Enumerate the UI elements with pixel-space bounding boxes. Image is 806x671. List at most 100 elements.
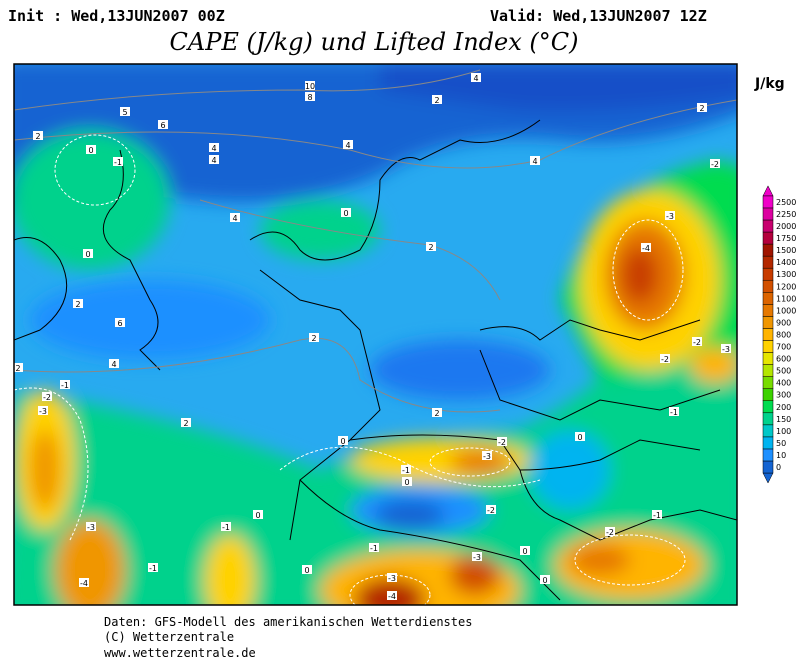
colorbar-label: 700 bbox=[776, 343, 791, 352]
contour-label: 2 bbox=[428, 243, 433, 252]
colorbar-box bbox=[762, 292, 774, 305]
contour-label-box bbox=[305, 92, 315, 101]
contour-label: 8 bbox=[307, 93, 312, 102]
contour-label-box bbox=[471, 73, 481, 82]
colorbar-box bbox=[762, 219, 774, 233]
contour-label-box bbox=[432, 95, 442, 104]
colorbar-label: 0 bbox=[776, 463, 781, 472]
contour-label-box bbox=[343, 140, 353, 149]
colorbar-unit: J/kg bbox=[754, 76, 785, 92]
contour-label-box bbox=[181, 418, 191, 427]
colorbar-label: 1100 bbox=[776, 294, 796, 303]
contour-label-box bbox=[42, 392, 52, 401]
colorbar-label: 1300 bbox=[776, 270, 796, 279]
contour-label: -4 bbox=[642, 244, 650, 253]
contour-label: 0 bbox=[577, 433, 582, 442]
init-time: Init : Wed,13JUN2007 00Z bbox=[8, 7, 225, 25]
contour-label-box bbox=[530, 156, 540, 165]
colorbar-label: 300 bbox=[776, 391, 791, 400]
contour-label: 0 bbox=[522, 547, 527, 556]
contour-label-box bbox=[641, 243, 651, 252]
colorbar-label: 400 bbox=[776, 379, 791, 388]
contour-label-box bbox=[209, 155, 219, 164]
contour-label-box bbox=[309, 333, 319, 342]
contour-label: -3 bbox=[722, 345, 730, 354]
contour-label-box bbox=[692, 337, 702, 346]
contour-label-box bbox=[669, 407, 679, 416]
contour-label-box bbox=[230, 213, 240, 222]
contour-label: 2 bbox=[75, 300, 80, 309]
contour-label: -2 bbox=[606, 528, 614, 537]
contour-label-box bbox=[14, 363, 23, 372]
contour-label: -1 bbox=[370, 544, 378, 553]
contour-label: 4 bbox=[473, 74, 478, 83]
lifted-index-isolines bbox=[14, 134, 686, 605]
contour-label: -1 bbox=[402, 466, 410, 475]
contour-label: 2 bbox=[434, 96, 439, 105]
contour-label: 4 bbox=[232, 214, 237, 223]
contour-label-box bbox=[73, 299, 83, 308]
contour-label-box bbox=[486, 505, 496, 514]
colorbar-label: 900 bbox=[776, 318, 791, 327]
colorbar-label: 50 bbox=[776, 439, 786, 448]
colorbar-box bbox=[762, 304, 774, 317]
contour-label: 0 bbox=[88, 146, 93, 155]
contour-label: -3 bbox=[473, 553, 481, 562]
contour-label: 4 bbox=[211, 144, 216, 153]
contour-label: 6 bbox=[160, 121, 165, 130]
contour-label-box bbox=[605, 527, 615, 536]
contour-label-box bbox=[115, 318, 125, 327]
footer-line: www.wetterzentrale.de bbox=[104, 646, 256, 660]
contour-label: 6 bbox=[117, 319, 122, 328]
colorbar-box bbox=[762, 364, 774, 377]
colorbar-label: 600 bbox=[776, 355, 791, 364]
contour-label-box bbox=[426, 242, 436, 251]
contour-label: -2 bbox=[43, 393, 51, 402]
contour-label: -2 bbox=[661, 355, 669, 364]
colorbar-label: 150 bbox=[776, 415, 791, 424]
contour-label: -1 bbox=[670, 408, 678, 417]
contour-label: 2 bbox=[699, 104, 704, 113]
colorbar-box bbox=[762, 340, 774, 353]
contour-label-box bbox=[305, 81, 315, 90]
contour-label-box bbox=[540, 575, 550, 584]
contour-label-box bbox=[660, 354, 670, 363]
colorbar-label: 1400 bbox=[776, 258, 796, 267]
colorbar-label: 500 bbox=[776, 367, 791, 376]
colorbar-label: 200 bbox=[776, 403, 791, 412]
contour-label: 2 bbox=[311, 334, 316, 343]
contour-label-box bbox=[402, 477, 412, 486]
map: 1086544444422222222240-1006-2-3-4-2-2-3-… bbox=[14, 64, 737, 605]
contour-label: 0 bbox=[304, 566, 309, 575]
contour-label-box bbox=[665, 211, 675, 220]
contour-label-box bbox=[697, 103, 707, 112]
contour-label: -2 bbox=[498, 438, 506, 447]
contour-label: 0 bbox=[404, 478, 409, 487]
colorbar-label: 1750 bbox=[776, 234, 796, 243]
contour-label-box bbox=[497, 437, 507, 446]
contour-label: 0 bbox=[85, 250, 90, 259]
contour-label: -4 bbox=[388, 592, 396, 601]
contour-label: -3 bbox=[39, 407, 47, 416]
contour-label: 0 bbox=[255, 511, 260, 520]
colorbar-box bbox=[762, 400, 774, 414]
valid-time: Valid: Wed,13JUN2007 12Z bbox=[490, 7, 707, 25]
contour-label: 5 bbox=[122, 108, 127, 117]
colorbar-label: 10 bbox=[776, 451, 786, 460]
colorbar-label: 1500 bbox=[776, 246, 796, 255]
contour-label-box bbox=[209, 143, 219, 152]
footer-line: Daten: GFS-Modell des amerikanischen Wet… bbox=[104, 615, 472, 629]
contour-label-box bbox=[401, 465, 411, 474]
borders bbox=[14, 119, 737, 601]
contour-label-box bbox=[520, 546, 530, 555]
contour-label-box bbox=[221, 522, 231, 531]
contour-label: 4 bbox=[111, 360, 116, 369]
contour-label: -1 bbox=[114, 158, 122, 167]
colorbar-box bbox=[762, 424, 774, 438]
colorbar-box bbox=[762, 388, 774, 401]
contour-label: -1 bbox=[61, 381, 69, 390]
contour-label-box bbox=[369, 543, 379, 552]
contour-label-box bbox=[38, 406, 48, 415]
contour-label-box bbox=[575, 432, 585, 441]
